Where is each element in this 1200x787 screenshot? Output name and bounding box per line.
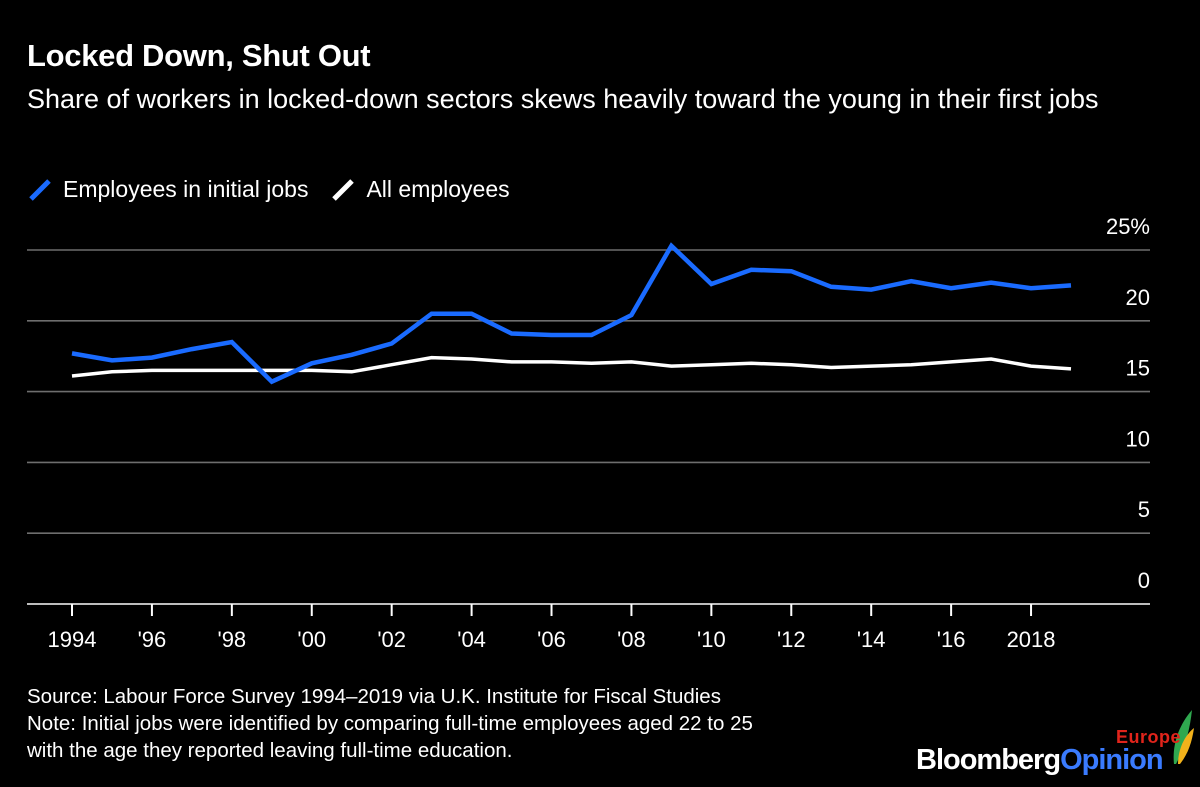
y-tick-label: 0 <box>1138 568 1150 593</box>
x-tick-label: '96 <box>138 627 167 652</box>
x-axis-labels: 1994 '96 '98 '00 '02 '04 '06 '08 '10 '12 '14 '16 201… <box>48 627 1056 652</box>
legend-item-initial-jobs: Employees in initial jobs <box>27 176 308 203</box>
x-tick-label: 1994 <box>48 627 97 652</box>
series-line-initial-jobs <box>71 242 1072 385</box>
legend-item-all-employees: All employees <box>330 176 510 203</box>
source-text: Source: Labour Force Survey 1994–2019 vi… <box>27 685 721 708</box>
brand-region-label: Europe <box>1116 727 1182 747</box>
brand-logo: BloombergOpinion <box>916 744 1164 777</box>
y-tick-label: 5 <box>1138 497 1150 522</box>
y-tick-label: 25% <box>1106 214 1150 239</box>
legend-label-all-employees: All employees <box>366 176 510 202</box>
x-tick-label: '98 <box>218 627 247 652</box>
legend: Employees in initial jobs All employees <box>27 176 532 203</box>
x-axis-ticks <box>71 604 1033 616</box>
note-text-line1: Note: Initial jobs were identified by co… <box>27 712 753 735</box>
x-tick-label: '02 <box>377 627 406 652</box>
x-tick-label: '12 <box>777 627 806 652</box>
grid-lines <box>27 249 1150 605</box>
x-tick-label: '06 <box>537 627 566 652</box>
brand-name-accent: Opinion <box>1060 744 1164 776</box>
chart-title: Locked Down, Shut Out <box>27 38 371 73</box>
leaf-logo-icon <box>1170 706 1196 771</box>
x-tick-label: '08 <box>617 627 646 652</box>
x-tick-label: '00 <box>297 627 326 652</box>
x-tick-label: '16 <box>937 627 966 652</box>
legend-label-initial-jobs: Employees in initial jobs <box>63 176 309 202</box>
y-axis-labels: 0 5 10 15 20 25% <box>1106 214 1150 593</box>
y-tick-label: 20 <box>1126 285 1150 310</box>
brand-name: Bloomberg <box>916 744 1061 776</box>
y-tick-label: 10 <box>1126 426 1150 451</box>
note-text-line2: with the age they reported leaving full-… <box>27 739 513 762</box>
legend-swatch-initial-jobs-icon <box>27 177 53 203</box>
chart-subtitle: Share of workers in locked-down sectors … <box>27 84 1099 114</box>
x-tick-label: 2018 <box>1007 627 1056 652</box>
series-lines <box>71 242 1072 385</box>
x-tick-label: '04 <box>457 627 486 652</box>
y-tick-label: 15 <box>1126 356 1150 381</box>
x-tick-label: '14 <box>857 627 886 652</box>
footer-notes: Source: Labour Force Survey 1994–2019 vi… <box>27 683 927 764</box>
series-line-all-employees <box>71 355 1072 378</box>
x-tick-label: '10 <box>697 627 726 652</box>
legend-swatch-all-employees-icon <box>330 177 356 203</box>
